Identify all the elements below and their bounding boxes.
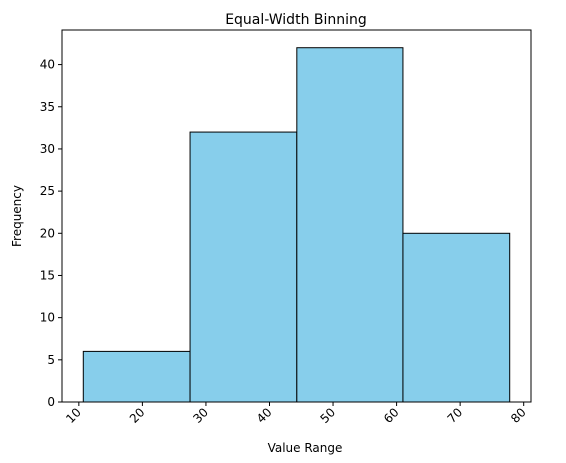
y-tick-label: 25 <box>40 184 55 198</box>
y-tick-label: 15 <box>40 268 55 282</box>
x-tick-label: 10 <box>63 405 84 426</box>
x-tick-label: 50 <box>317 405 338 426</box>
x-tick-label: 30 <box>190 405 211 426</box>
y-tick-label: 10 <box>40 311 55 325</box>
y-tick-label: 0 <box>47 395 55 409</box>
x-tick-label: 60 <box>381 405 402 426</box>
histogram-bar <box>402 232 511 403</box>
y-tick-label: 5 <box>47 353 55 367</box>
x-tick-label: 20 <box>127 405 148 426</box>
x-tick-label: 80 <box>508 405 529 426</box>
y-axis: 0 5 10 15 20 25 30 35 40 <box>40 58 62 409</box>
x-axis: 10 20 30 40 50 60 70 80 <box>63 402 529 426</box>
histogram-bar <box>82 350 191 403</box>
y-axis-title: Frequency <box>10 185 24 247</box>
x-tick-label: 70 <box>445 405 466 426</box>
histogram-bar <box>189 131 298 403</box>
histogram-bar <box>296 47 404 403</box>
y-tick-label: 35 <box>40 100 55 114</box>
bars-group <box>82 47 511 403</box>
y-tick-label: 20 <box>40 226 55 240</box>
x-axis-title: Value Range <box>268 441 343 455</box>
plot-frame <box>61 29 532 403</box>
chart-title: Equal-Width Binning <box>225 12 367 28</box>
y-tick-label: 40 <box>40 58 55 72</box>
x-tick-label: 40 <box>254 405 275 426</box>
y-tick-label: 30 <box>40 142 55 156</box>
